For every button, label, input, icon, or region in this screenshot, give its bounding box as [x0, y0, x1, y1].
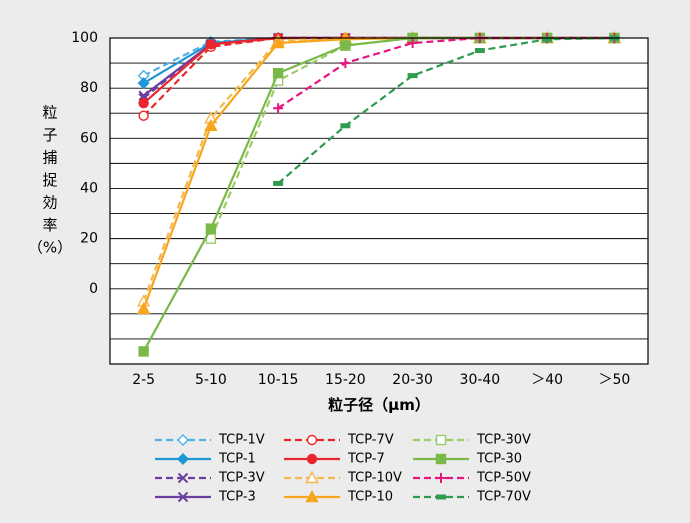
legend-tcp-1-marker [177, 453, 189, 465]
y-tick-label: 20 [80, 231, 98, 247]
legend-tcp-30-marker [435, 453, 447, 465]
legend-item-tcp-70v: TCP-70V [413, 490, 531, 505]
y-axis-ticks: 100 80 60 40 20 0 [71, 30, 98, 297]
x-tick-label: 20-30 [392, 372, 433, 388]
series-tcp-7-marker [138, 97, 149, 109]
legend-item-tcp-30: TCP-30 [413, 452, 522, 467]
y-tick-label: 80 [80, 80, 98, 96]
legend-tcp-10-marker [305, 490, 319, 503]
series-tcp-7-marker [205, 39, 217, 50]
x-tick-label: 10-15 [258, 372, 299, 388]
series-tcp-70v-marker [407, 73, 418, 79]
x-tick-label: 5-10 [195, 372, 227, 388]
series-tcp-30-marker [272, 67, 284, 79]
legend-item-tcp-10v: TCP-10V [284, 471, 402, 486]
series-tcp-30-marker [340, 40, 351, 51]
series-tcp-70v-line [277, 36, 615, 185]
legend-label: TCP-7 [347, 452, 385, 467]
y-axis-label-char: 効 [42, 194, 57, 212]
legend-label: TCP-50V [476, 471, 531, 486]
legend-label: TCP-10V [347, 471, 402, 486]
series-tcp-50v-marker [273, 103, 284, 114]
y-axis-label-char: 粒 [42, 104, 57, 122]
legend-tcp-70v-marker [436, 494, 446, 500]
legend-tcp-7v-marker [306, 434, 318, 446]
x-tick-label: 2-5 [132, 372, 155, 388]
legend-item-tcp-7v: TCP-7V [284, 433, 394, 448]
legend-tcp-50v-marker [436, 473, 446, 483]
series-tcp-50v-marker [340, 58, 351, 69]
legend-tcp-10v-marker [305, 471, 319, 484]
legend-item-tcp-1: TCP-1 [155, 452, 256, 467]
series-tcp-70v-marker [273, 180, 284, 186]
legend-item-tcp-50v: TCP-50V [413, 471, 531, 486]
series-tcp-10-marker [136, 301, 151, 315]
x-axis-ticks: 2-5 5-10 10-15 15-20 20-30 30-40 ＞40 ＞50 [132, 372, 630, 388]
x-tick-label: ＞50 [598, 372, 630, 388]
series-tcp-10-marker [271, 36, 285, 49]
legend-tcp-3v-marker [177, 472, 189, 484]
legend-label: TCP-7V [347, 433, 394, 448]
x-tick-label: ＞40 [531, 372, 563, 388]
legend-item-tcp-30v: TCP-30V [413, 433, 531, 448]
legend-item-tcp-7: TCP-7 [284, 452, 385, 467]
series-tcp-10-marker [204, 118, 218, 131]
legend-tcp-3-marker [177, 491, 189, 503]
x-tick-label: 30-40 [460, 372, 501, 388]
legend-item-tcp-10: TCP-10 [284, 490, 393, 505]
legend-tcp-30v-marker [435, 434, 447, 446]
y-axis-label-char: （%） [28, 239, 72, 257]
x-tick-label: 15-20 [325, 372, 366, 388]
legend-label: TCP-30 [476, 452, 522, 467]
series-tcp-7v-marker [138, 110, 149, 121]
y-axis-label-char: 子 [42, 126, 57, 144]
y-tick-label: 40 [80, 180, 98, 196]
y-axis-label-char: 率 [42, 216, 57, 234]
plot-area-border [109, 37, 649, 365]
plot-area-background [110, 38, 648, 364]
y-axis-label-char: 捕 [42, 149, 57, 167]
grid-lines [110, 37, 648, 340]
series-tcp-50v-marker [407, 38, 418, 49]
legend-tcp-7-marker [306, 453, 318, 465]
y-tick-label: 60 [80, 130, 98, 146]
series-tcp-70v-marker [340, 123, 351, 129]
y-tick-label: 0 [89, 281, 98, 297]
legend-item-tcp-1v: TCP-1V [155, 433, 265, 448]
series-tcp-30-marker [205, 223, 217, 234]
legend-label: TCP-1 [218, 452, 256, 467]
y-tick-label: 100 [71, 30, 98, 46]
series-tcp-30-marker [138, 346, 149, 357]
y-axis-label-char: 捉 [42, 171, 57, 189]
series-tcp-3-marker [138, 90, 149, 101]
legend-label: TCP-3 [218, 490, 256, 505]
legend-label: TCP-70V [476, 490, 531, 505]
legend-item-tcp-3: TCP-3 [155, 490, 256, 505]
legend-label: TCP-1V [218, 433, 265, 448]
series-tcp-1-marker [137, 77, 150, 90]
legend-label: TCP-10 [347, 490, 393, 505]
series-tcp-70v-marker [542, 36, 553, 42]
legend-label: TCP-3V [218, 471, 265, 486]
legend-tcp-1v-marker [177, 434, 189, 446]
legend-label: TCP-30V [476, 433, 531, 448]
legend: TCP-1V TCP-1 TCP-3V TCP-3 TCP-7V TCP-7 TCP-10V… [155, 433, 531, 505]
x-axis-label: 粒子径（μm） [328, 396, 430, 414]
series-tcp-70v-marker [474, 48, 485, 54]
legend-item-tcp-3v: TCP-3V [155, 471, 265, 486]
